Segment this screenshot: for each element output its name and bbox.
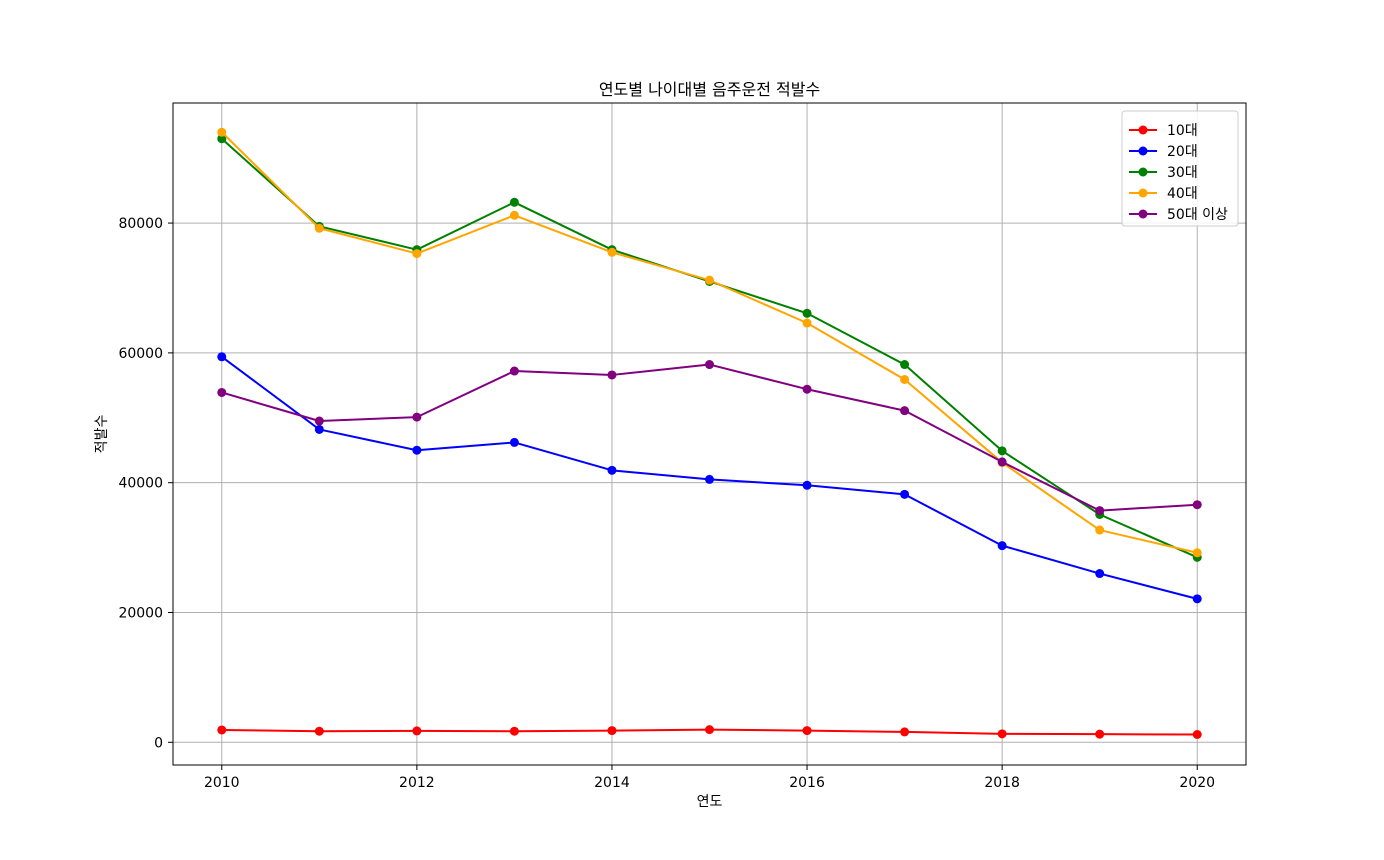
data-point (705, 360, 714, 369)
legend-marker (1139, 126, 1148, 135)
y-tick-label: 0 (154, 735, 163, 751)
data-point (705, 276, 714, 285)
x-tick-label: 2018 (984, 775, 1020, 791)
y-tick-label: 20000 (118, 605, 163, 621)
legend: 10대 20대 30대 40대 50대 이상 (1122, 111, 1238, 226)
data-point (998, 457, 1007, 466)
data-point (510, 211, 519, 220)
legend-marker (1139, 189, 1148, 198)
data-point (900, 375, 909, 384)
data-point (1095, 569, 1104, 578)
data-point (607, 466, 616, 475)
data-point (217, 128, 226, 137)
legend-label: 20대 (1167, 144, 1198, 160)
data-point (510, 438, 519, 447)
data-point (607, 370, 616, 379)
data-point (900, 490, 909, 499)
data-point (412, 446, 421, 455)
data-point (705, 475, 714, 484)
data-point (998, 541, 1007, 550)
data-point (412, 413, 421, 422)
data-point (803, 385, 812, 394)
data-point (803, 309, 812, 318)
data-point (803, 319, 812, 328)
data-point (217, 352, 226, 361)
data-point (705, 725, 714, 734)
x-tick-label: 2014 (594, 775, 630, 791)
legend-label: 10대 (1167, 123, 1198, 139)
data-point (1095, 730, 1104, 739)
data-point (1193, 594, 1202, 603)
legend-label: 30대 (1167, 165, 1198, 181)
data-point (998, 729, 1007, 738)
data-point (1095, 506, 1104, 515)
data-point (803, 481, 812, 490)
x-tick-label: 2012 (399, 775, 435, 791)
chart-title: 연도별 나이대별 음주운전 적발수 (599, 80, 820, 99)
legend-marker (1139, 210, 1148, 219)
data-point (315, 417, 324, 426)
data-point (510, 727, 519, 736)
data-point (412, 249, 421, 258)
data-point (900, 360, 909, 369)
data-point (510, 198, 519, 207)
y-tick-label: 60000 (118, 346, 163, 362)
x-tick-label: 2020 (1179, 775, 1215, 791)
data-point (217, 388, 226, 397)
data-point (607, 248, 616, 257)
legend-marker (1139, 147, 1148, 156)
legend-label: 50대 이상 (1167, 207, 1228, 223)
data-point (803, 726, 812, 735)
data-point (510, 367, 519, 376)
legend-label: 40대 (1167, 186, 1198, 202)
x-tick-label: 2010 (204, 775, 240, 791)
data-point (900, 406, 909, 415)
data-point (315, 727, 324, 736)
data-point (1193, 548, 1202, 557)
data-point (1095, 526, 1104, 535)
data-point (900, 727, 909, 736)
data-point (607, 726, 616, 735)
y-tick-label: 40000 (118, 476, 163, 492)
y-axis-label: 적발수 (94, 415, 110, 454)
y-tick-label: 80000 (118, 216, 163, 232)
data-point (315, 425, 324, 434)
data-point (412, 726, 421, 735)
data-point (1193, 500, 1202, 509)
data-point (315, 224, 324, 233)
x-tick-label: 2016 (789, 775, 825, 791)
x-axis-label: 연도 (697, 794, 723, 810)
data-point (217, 725, 226, 734)
data-point (1193, 730, 1202, 739)
data-point (998, 446, 1007, 455)
legend-marker (1139, 168, 1148, 177)
